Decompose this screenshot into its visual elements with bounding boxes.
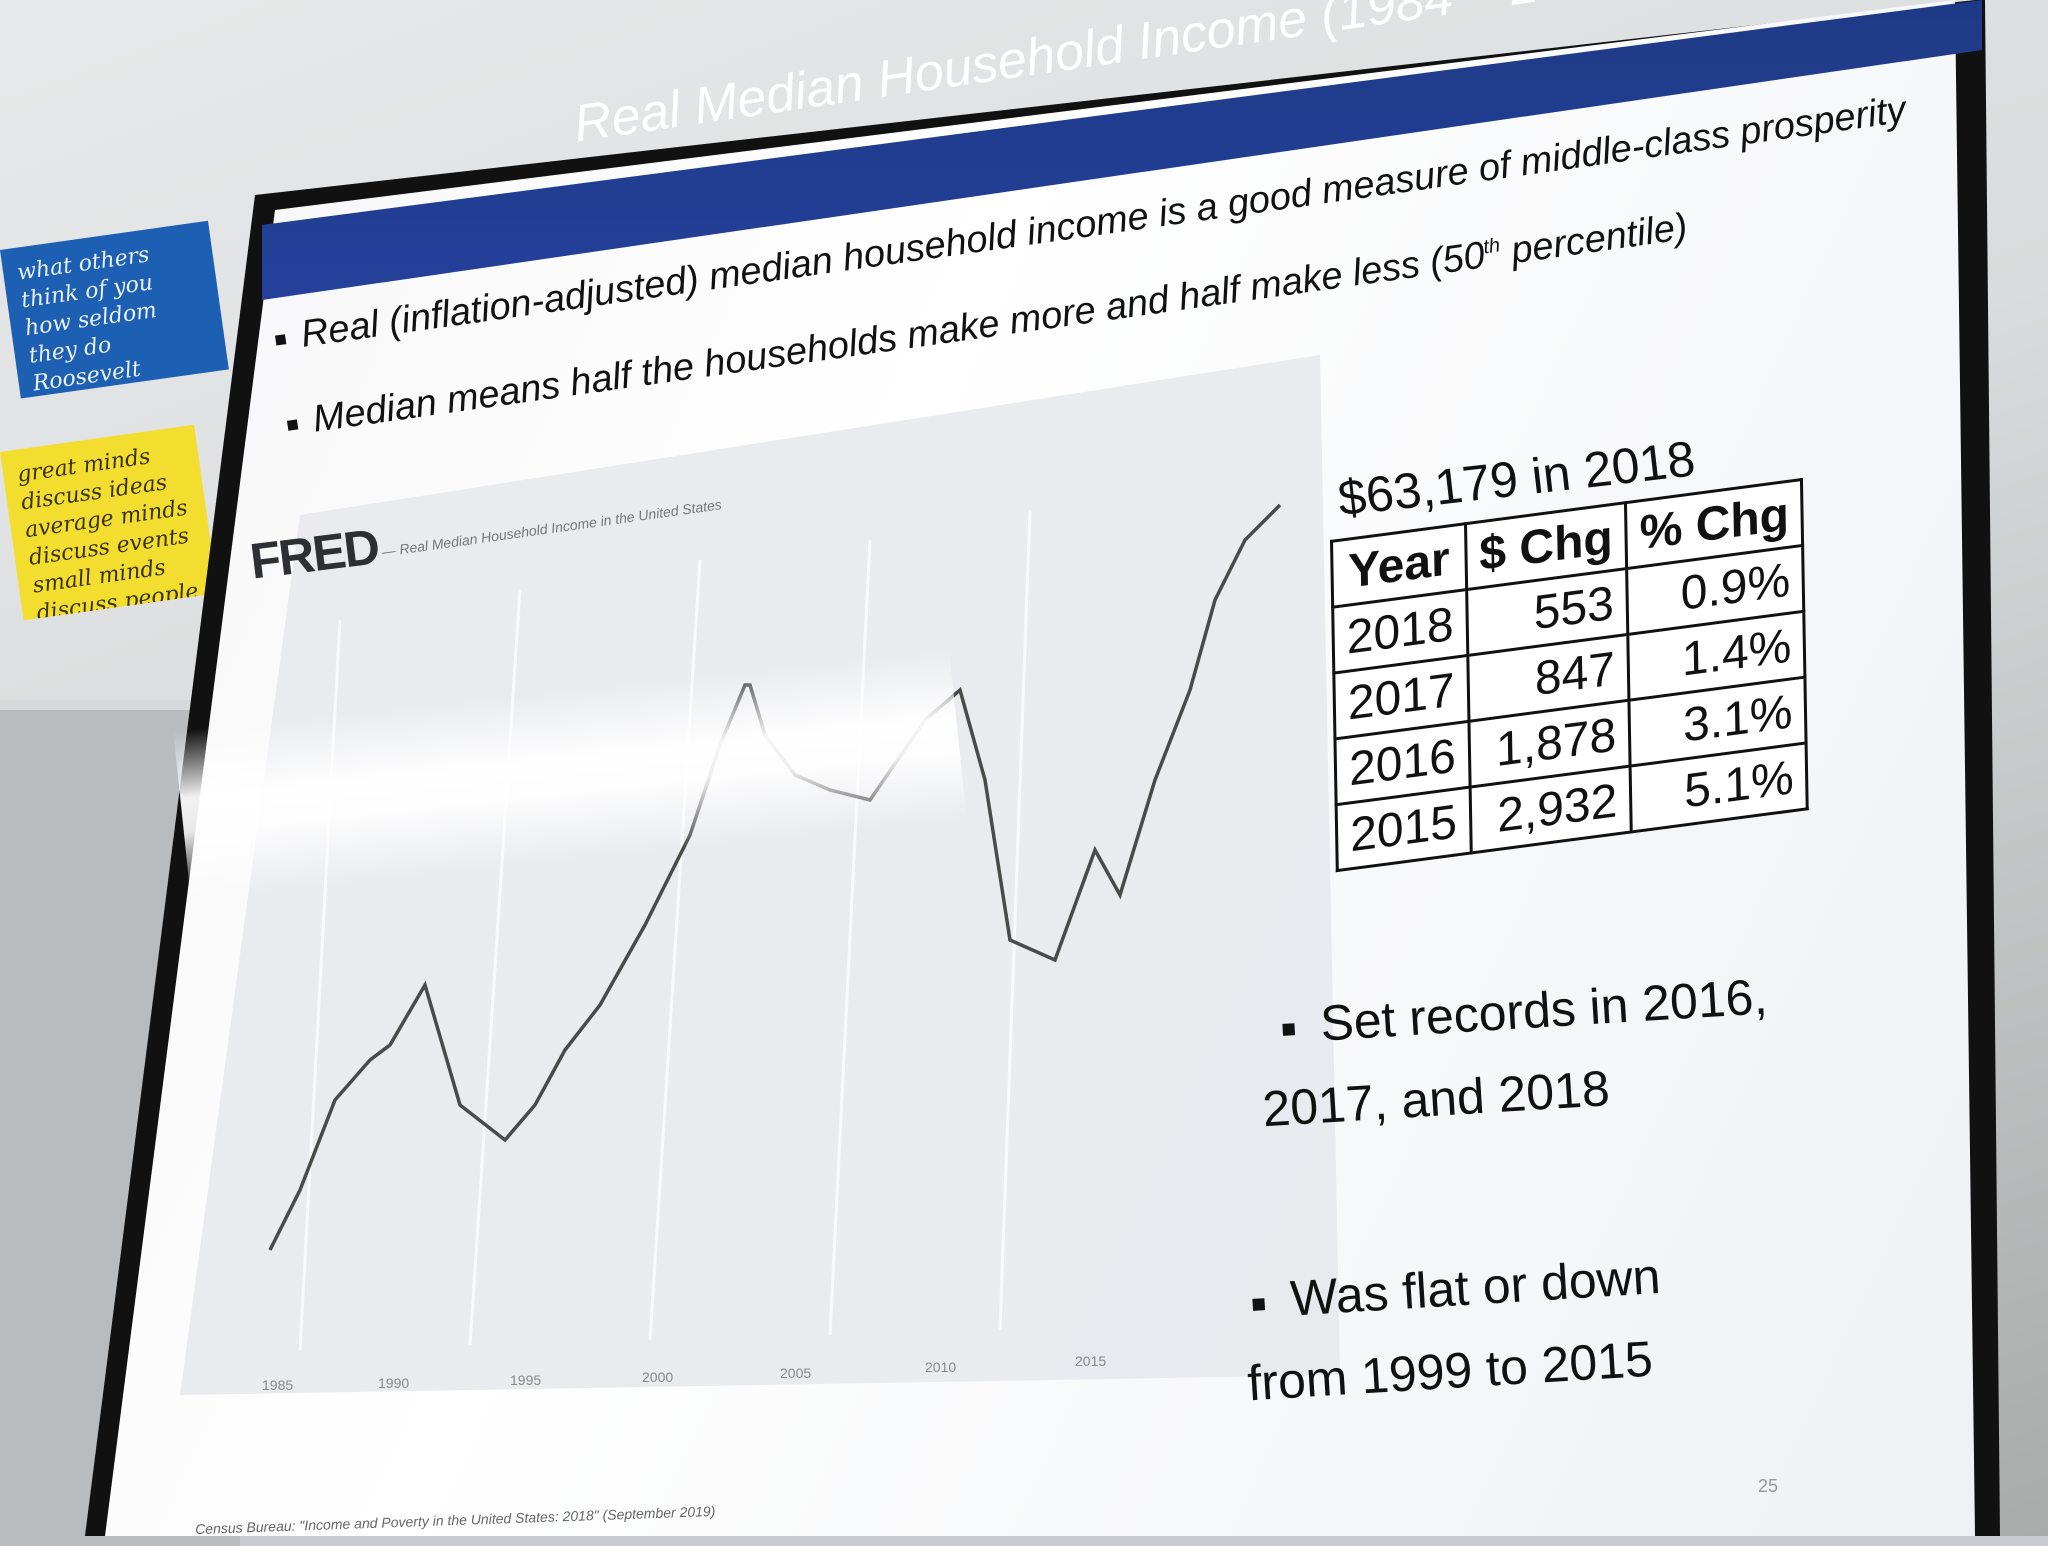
x-tick-label: 1985 [262,1377,293,1393]
x-tick-label: 1995 [510,1372,541,1388]
bullet-square-icon [1252,1297,1266,1311]
x-tick-label: 2010 [925,1359,956,1375]
x-tick-label: 2015 [1075,1353,1106,1369]
x-tick-label: 2000 [642,1369,673,1385]
note-records: Set records in 2016, 2017, and 2018 [1261,955,1775,1148]
note-flat-line-1: Was flat or down [1288,1248,1662,1327]
note-records-line-1: Set records in 2016, [1318,968,1769,1052]
change-table-wrap: Year $ Chg % Chg 2018 553 0.9% 2017 847 … [1330,477,1810,873]
grid-line [998,509,1032,1331]
page-number: 25 [1758,1476,1779,1496]
income-line [268,503,1282,1251]
change-table: Year $ Chg % Chg 2018 553 0.9% 2017 847 … [1330,477,1810,873]
x-axis-ticks: 1985 1990 1995 2000 2005 2010 2015 [262,1353,1106,1393]
bullet-square-icon [1282,1022,1296,1036]
note-flat: Was flat or down from 1999 to 2015 [1246,1235,1668,1424]
chart-gridlines [298,509,1032,1351]
x-tick-label: 2005 [780,1365,811,1381]
x-tick-label: 1990 [378,1375,409,1391]
note-records-line-2: 2017, and 2018 [1260,1060,1612,1138]
note-flat-line-2: from 1999 to 2015 [1245,1330,1655,1412]
